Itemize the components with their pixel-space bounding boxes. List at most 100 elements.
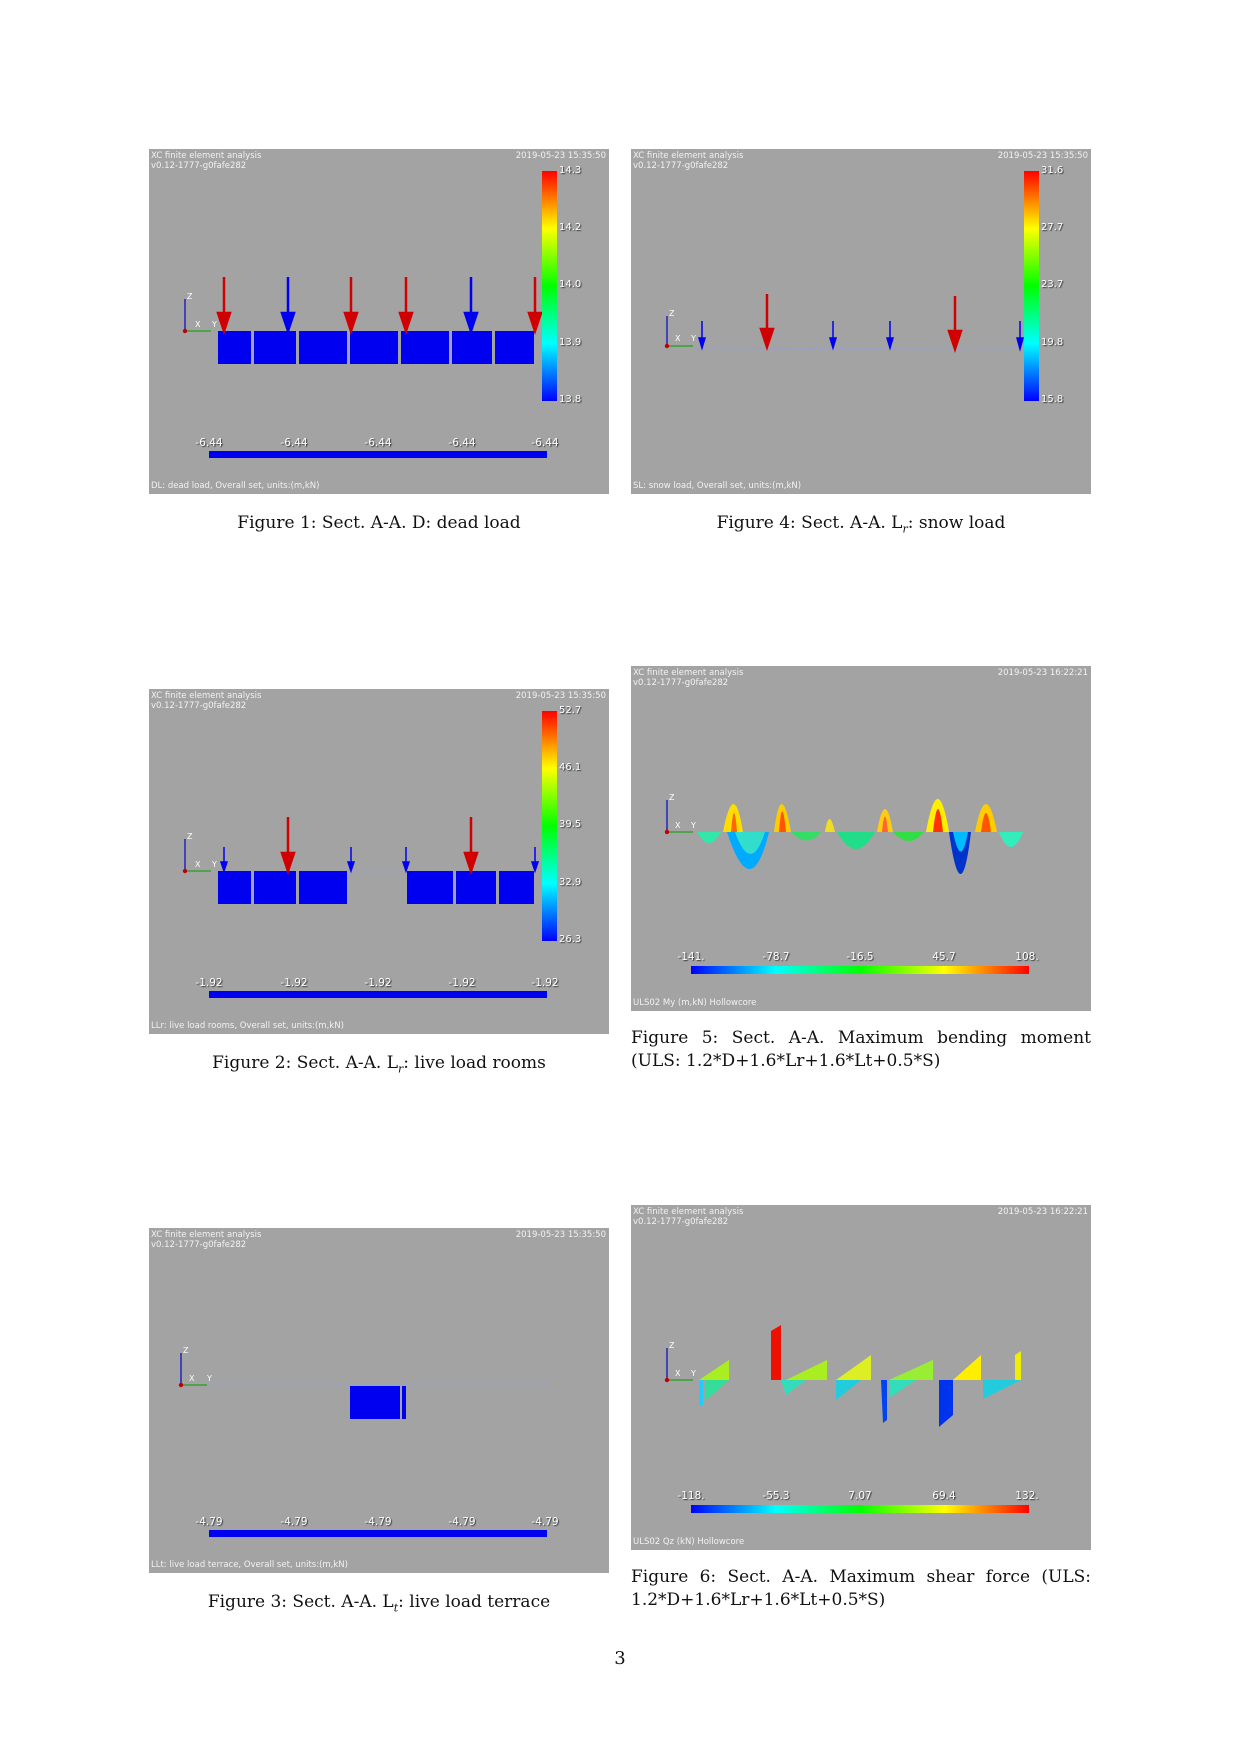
moment-diagram: Z X Y [664, 793, 1029, 974]
load-arrow [346, 847, 356, 874]
svg-text:Z: Z [669, 309, 675, 318]
load-value-label: -4.79 [531, 1516, 559, 1528]
panel-footer: LLr: live load rooms, Overall set, units… [151, 1021, 344, 1031]
distributed-load-bar [209, 991, 547, 998]
axes-triad: Z X Y [664, 1341, 696, 1383]
scale-label: 14.0 [559, 279, 582, 290]
scale-label: 14.3 [559, 165, 582, 176]
scale-label: 69.4 [932, 1490, 956, 1502]
figure-caption: Figure 6: Sect. A-A. Maximum shear force… [631, 1567, 1091, 1610]
scale-label: 32.9 [559, 877, 582, 888]
shear-diagram: Z X Y [664, 1325, 1029, 1513]
color-scale-bar [691, 966, 1029, 974]
figure-5: XC finite element analysis v0.12-1777-g0… [631, 666, 1091, 1073]
scale-label: 27.7 [1041, 222, 1064, 233]
scale-label: -16.5 [846, 951, 874, 963]
load-arrow [947, 296, 963, 353]
timestamp: 2019-05-23 15:35:50 [515, 1230, 606, 1240]
load-arrow [463, 277, 479, 335]
svg-text:X: X [189, 1374, 195, 1383]
beam-axis [692, 347, 1024, 350]
panel-header: XC finite element analysis v0.12-1777-g0… [633, 1207, 743, 1227]
scale-label: 31.6 [1041, 165, 1064, 176]
shear-segments [699, 1325, 1021, 1427]
point-loads [219, 817, 540, 875]
app-title: XC finite element analysis [633, 668, 744, 678]
figure-caption: Figure 3: Sect. A-A. Lt: live load terra… [207, 1592, 551, 1615]
load-arrow [280, 817, 296, 875]
point-loads [697, 294, 1024, 353]
load-value-label: -6.44 [280, 437, 308, 449]
load-arrow [1016, 321, 1024, 352]
app-version: v0.12-1777-g0fafe282 [633, 678, 729, 688]
scale-label: -118. [677, 1490, 705, 1502]
scale-label: 45.7 [932, 951, 956, 963]
svg-text:Y: Y [211, 320, 217, 329]
load-value-label: -1.92 [448, 977, 476, 989]
scale-label: 26.3 [559, 934, 582, 945]
load-value-label: -6.44 [364, 437, 392, 449]
app-title: XC finite element analysis [633, 1207, 744, 1217]
scale-label: 132. [1015, 1490, 1039, 1502]
slab-elements [218, 871, 534, 904]
axes-triad: Z X Y [664, 793, 696, 835]
app-version: v0.12-1777-g0fafe282 [151, 701, 247, 711]
load-value-label: -1.92 [531, 977, 559, 989]
svg-text:X: X [675, 1369, 681, 1378]
panel-footer: SL: snow load, Overall set, units:(m,kN) [633, 481, 802, 491]
scale-label: 13.8 [559, 394, 582, 405]
point-loads [216, 277, 543, 335]
load-value-label: -4.79 [364, 1516, 392, 1528]
scale-label: 7.07 [848, 1490, 872, 1502]
figure-4: XC finite element analysis v0.12-1777-g0… [631, 149, 1091, 540]
load-arrow [216, 277, 232, 335]
render-panel: XC finite element analysis v0.12-1777-g0… [149, 149, 609, 494]
slab-elements [218, 331, 534, 364]
timestamp: 2019-05-23 15:35:50 [515, 691, 606, 701]
svg-text:X: X [195, 860, 201, 869]
panel-header: XC finite element analysis v0.12-1777-g0… [633, 151, 743, 171]
load-arrow [885, 321, 895, 351]
figure-caption: Figure 5: Sect. A-A. Maximum bending mom… [631, 1028, 1091, 1071]
load-value-label: -6.44 [448, 437, 476, 449]
negative-moment-lobes [697, 832, 1023, 874]
figure-3: XC finite element analysis v0.12-1777-g0… [149, 1228, 609, 1619]
load-arrow [828, 321, 838, 351]
figure-2: XC finite element analysis v0.12-1777-g0… [149, 689, 609, 1080]
panel-header: XC finite element analysis v0.12-1777-g0… [633, 668, 743, 688]
svg-text:Y: Y [690, 334, 696, 343]
load-arrow [759, 294, 775, 351]
axes-triad: Z X Y [178, 1346, 212, 1388]
svg-text:X: X [675, 821, 681, 830]
load-diagram: Z X Y [178, 1346, 549, 1537]
load-arrow [530, 847, 540, 874]
slab-elements [350, 1386, 406, 1419]
timestamp: 2019-05-23 16:22:21 [997, 668, 1088, 678]
scale-label: -141. [677, 951, 705, 963]
svg-text:Y: Y [206, 1374, 212, 1383]
app-version: v0.12-1777-g0fafe282 [633, 1217, 729, 1227]
load-diagram: Z X Y [664, 171, 1039, 401]
axes-triad: Z X Y [664, 309, 696, 349]
svg-text:Z: Z [669, 793, 675, 802]
load-value-label: -1.92 [195, 977, 223, 989]
svg-text:X: X [675, 334, 681, 343]
svg-text:Z: Z [669, 1341, 675, 1350]
scale-label: 23.7 [1041, 279, 1064, 290]
load-arrow [280, 277, 296, 335]
panel-footer: ULS02 My (m,kN) Hollowcore [633, 998, 757, 1008]
svg-text:Y: Y [690, 1369, 696, 1378]
load-arrow [398, 277, 414, 335]
distributed-load-bar [209, 451, 547, 458]
app-version: v0.12-1777-g0fafe282 [151, 161, 247, 171]
panel-footer: ULS02 Qz (kN) Hollowcore [633, 1537, 745, 1547]
render-panel: XC finite element analysis v0.12-1777-g0… [149, 689, 609, 1034]
color-scale-bar [691, 1505, 1029, 1513]
svg-text:X: X [195, 320, 201, 329]
scale-label: 13.9 [559, 337, 582, 348]
svg-text:Z: Z [187, 292, 193, 301]
page-number: 3 [614, 1648, 626, 1669]
scale-label: 52.7 [559, 705, 582, 716]
load-arrow [463, 817, 479, 875]
app-version: v0.12-1777-g0fafe282 [633, 161, 729, 171]
